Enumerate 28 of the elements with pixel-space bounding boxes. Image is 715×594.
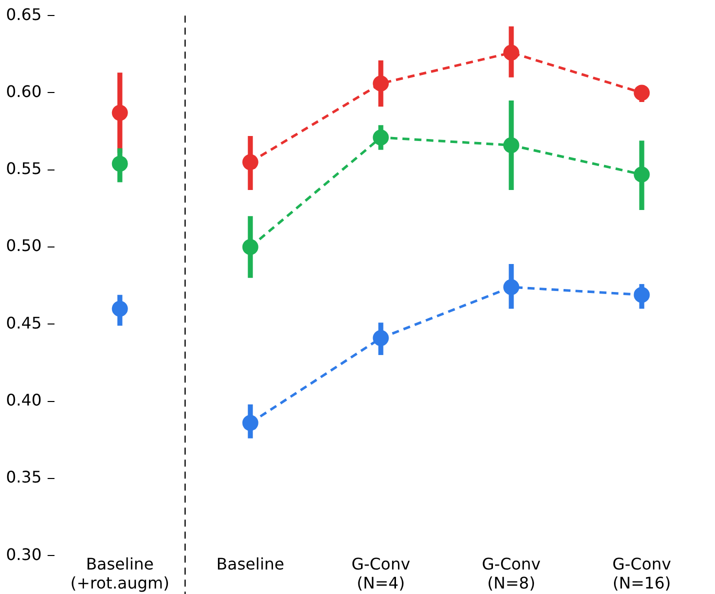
x-tick-label: Baseline (216, 554, 284, 574)
y-tick-label: 0.45 (6, 313, 42, 332)
point (242, 414, 258, 431)
point (242, 154, 258, 170)
x-tick-label: G-Conv (N=16) (612, 554, 672, 593)
y-tick-label: 0.55 (6, 159, 42, 178)
x-tick-label: G-Conv (N=8) (482, 554, 541, 593)
x-tick-label: G-Conv (N=4) (351, 554, 410, 593)
point (503, 279, 520, 296)
y-tick-label: 0.65 (6, 4, 42, 24)
y-tick-label: 0.30 (6, 544, 42, 564)
point (112, 104, 128, 121)
point (634, 84, 650, 101)
point (634, 286, 650, 303)
point (242, 239, 258, 256)
point (372, 330, 389, 346)
point (372, 129, 389, 146)
point (112, 156, 128, 172)
point (372, 75, 389, 92)
point (503, 44, 520, 61)
y-tick-label: 0.35 (6, 468, 42, 487)
y-tick-label: 0.50 (6, 236, 42, 256)
y-tick-label: 0.40 (6, 390, 42, 410)
point (112, 300, 128, 317)
point (503, 137, 520, 154)
x-tick-label: Baseline (+rot.augm) (70, 554, 170, 593)
y-tick-label: 0.60 (6, 82, 42, 101)
point (634, 166, 650, 183)
